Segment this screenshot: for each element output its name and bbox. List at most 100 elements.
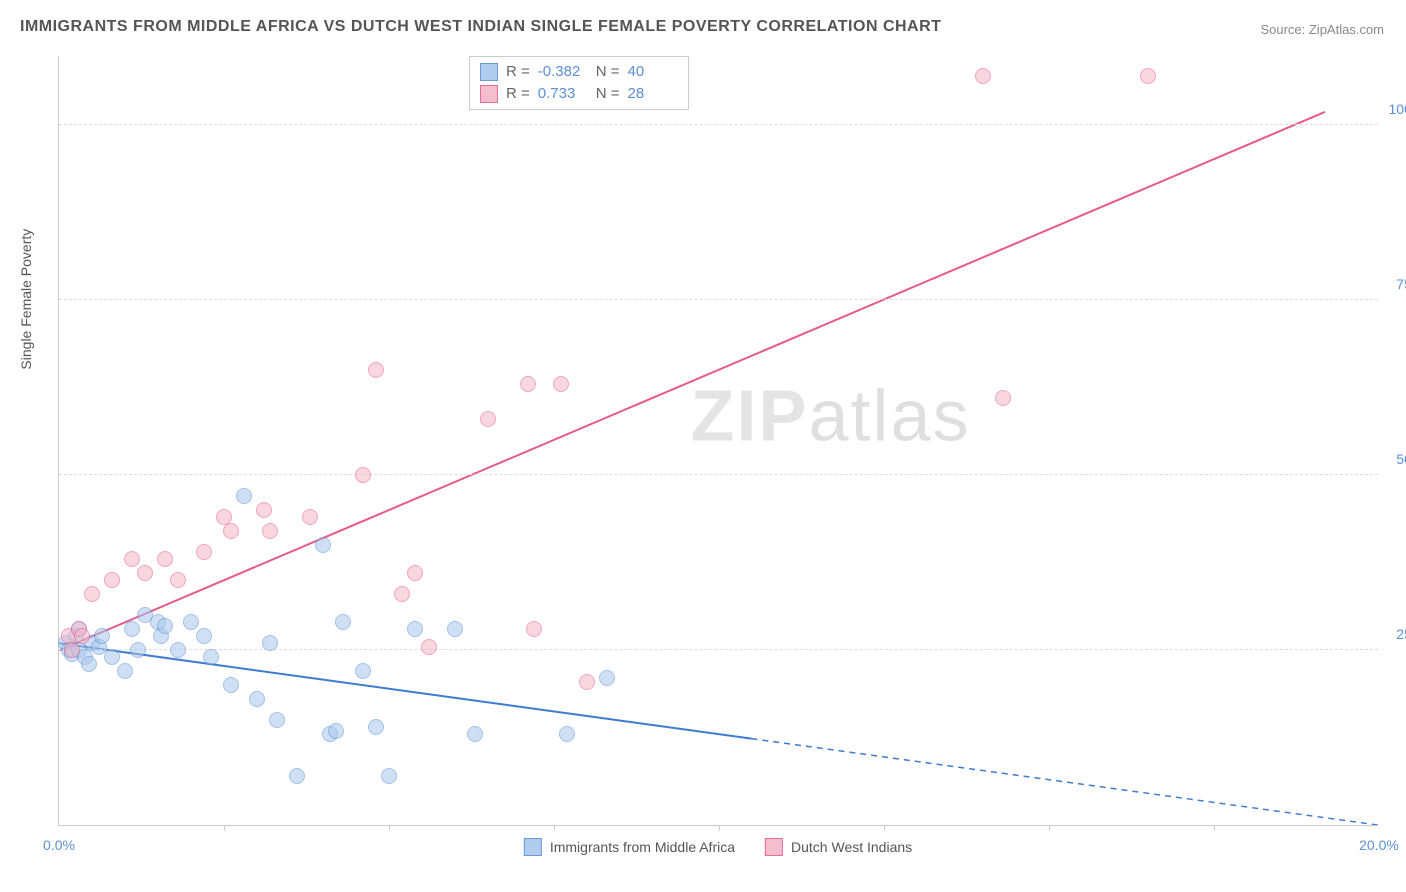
data-point — [289, 768, 305, 784]
data-point — [467, 726, 483, 742]
trend-line-solid — [59, 643, 751, 738]
legend-item-2: Dutch West Indians — [765, 838, 912, 856]
data-point — [995, 390, 1011, 406]
x-tick-label: 20.0% — [1359, 837, 1399, 853]
data-point — [130, 642, 146, 658]
gridline — [59, 649, 1378, 650]
x-tick — [1214, 825, 1215, 831]
data-point — [137, 565, 153, 581]
trend-lines — [59, 56, 1378, 825]
n-label: N = — [596, 83, 620, 105]
x-tick — [389, 825, 390, 831]
swatch-series-1 — [480, 63, 498, 81]
data-point — [975, 68, 991, 84]
data-point — [526, 621, 542, 637]
watermark-light: atlas — [809, 376, 971, 456]
data-point — [315, 537, 331, 553]
data-point — [328, 723, 344, 739]
r-label: R = — [506, 61, 530, 83]
data-point — [599, 670, 615, 686]
data-point — [559, 726, 575, 742]
data-point — [124, 621, 140, 637]
data-point — [117, 663, 133, 679]
gridline — [59, 474, 1378, 475]
stats-row-series-2: R = 0.733 N = 28 — [480, 83, 678, 105]
data-point — [1140, 68, 1156, 84]
x-tick — [1049, 825, 1050, 831]
data-point — [407, 621, 423, 637]
data-point — [579, 674, 595, 690]
data-point — [447, 621, 463, 637]
y-axis-label: Single Female Poverty — [18, 229, 34, 370]
data-point — [368, 719, 384, 735]
data-point — [223, 677, 239, 693]
stats-row-series-1: R = -0.382 N = 40 — [480, 61, 678, 83]
stats-legend-box: R = -0.382 N = 40 R = 0.733 N = 28 — [469, 56, 689, 110]
data-point — [84, 586, 100, 602]
data-point — [124, 551, 140, 567]
data-point — [355, 467, 371, 483]
x-tick — [554, 825, 555, 831]
data-point — [394, 586, 410, 602]
data-point — [196, 544, 212, 560]
y-tick-label: 100.0% — [1386, 101, 1406, 117]
y-tick-label: 25.0% — [1386, 626, 1406, 642]
data-point — [94, 628, 110, 644]
data-point — [249, 691, 265, 707]
x-tick — [719, 825, 720, 831]
data-point — [368, 362, 384, 378]
chart-title: IMMIGRANTS FROM MIDDLE AFRICA VS DUTCH W… — [20, 18, 941, 36]
x-tick-label: 0.0% — [43, 837, 75, 853]
data-point — [104, 572, 120, 588]
data-point — [335, 614, 351, 630]
gridline — [59, 124, 1378, 125]
gridline — [59, 299, 1378, 300]
n-label: N = — [596, 61, 620, 83]
legend-item-1: Immigrants from Middle Africa — [524, 838, 735, 856]
legend-swatch-1 — [524, 838, 542, 856]
data-point — [236, 488, 252, 504]
legend-label-2: Dutch West Indians — [791, 839, 912, 855]
n-value-series-2: 28 — [628, 83, 678, 105]
data-point — [381, 768, 397, 784]
x-tick — [224, 825, 225, 831]
y-tick-label: 75.0% — [1386, 276, 1406, 292]
r-label: R = — [506, 83, 530, 105]
swatch-series-2 — [480, 85, 498, 103]
data-point — [170, 572, 186, 588]
data-point — [262, 523, 278, 539]
data-point — [81, 656, 97, 672]
data-point — [157, 618, 173, 634]
data-point — [183, 614, 199, 630]
watermark-bold: ZIP — [690, 376, 808, 456]
data-point — [256, 502, 272, 518]
data-point — [407, 565, 423, 581]
chart-area: ZIPatlas R = -0.382 N = 40 R = 0.733 N =… — [58, 56, 1378, 826]
data-point — [157, 551, 173, 567]
n-value-series-1: 40 — [628, 61, 678, 83]
data-point — [421, 639, 437, 655]
data-point — [480, 411, 496, 427]
data-point — [104, 649, 120, 665]
watermark: ZIPatlas — [690, 375, 970, 457]
data-point — [520, 376, 536, 392]
bottom-legend: Immigrants from Middle Africa Dutch West… — [524, 838, 912, 856]
legend-swatch-2 — [765, 838, 783, 856]
data-point — [302, 509, 318, 525]
source-attribution: Source: ZipAtlas.com — [1260, 22, 1384, 37]
data-point — [170, 642, 186, 658]
data-point — [355, 663, 371, 679]
data-point — [262, 635, 278, 651]
trend-line-solid — [59, 112, 1325, 650]
data-point — [269, 712, 285, 728]
data-point — [74, 628, 90, 644]
data-point — [553, 376, 569, 392]
trend-line-dashed — [751, 739, 1377, 825]
r-value-series-1: -0.382 — [538, 61, 588, 83]
r-value-series-2: 0.733 — [538, 83, 588, 105]
data-point — [203, 649, 219, 665]
legend-label-1: Immigrants from Middle Africa — [550, 839, 735, 855]
plot-region: ZIPatlas R = -0.382 N = 40 R = 0.733 N =… — [58, 56, 1378, 826]
y-tick-label: 50.0% — [1386, 451, 1406, 467]
data-point — [64, 642, 80, 658]
